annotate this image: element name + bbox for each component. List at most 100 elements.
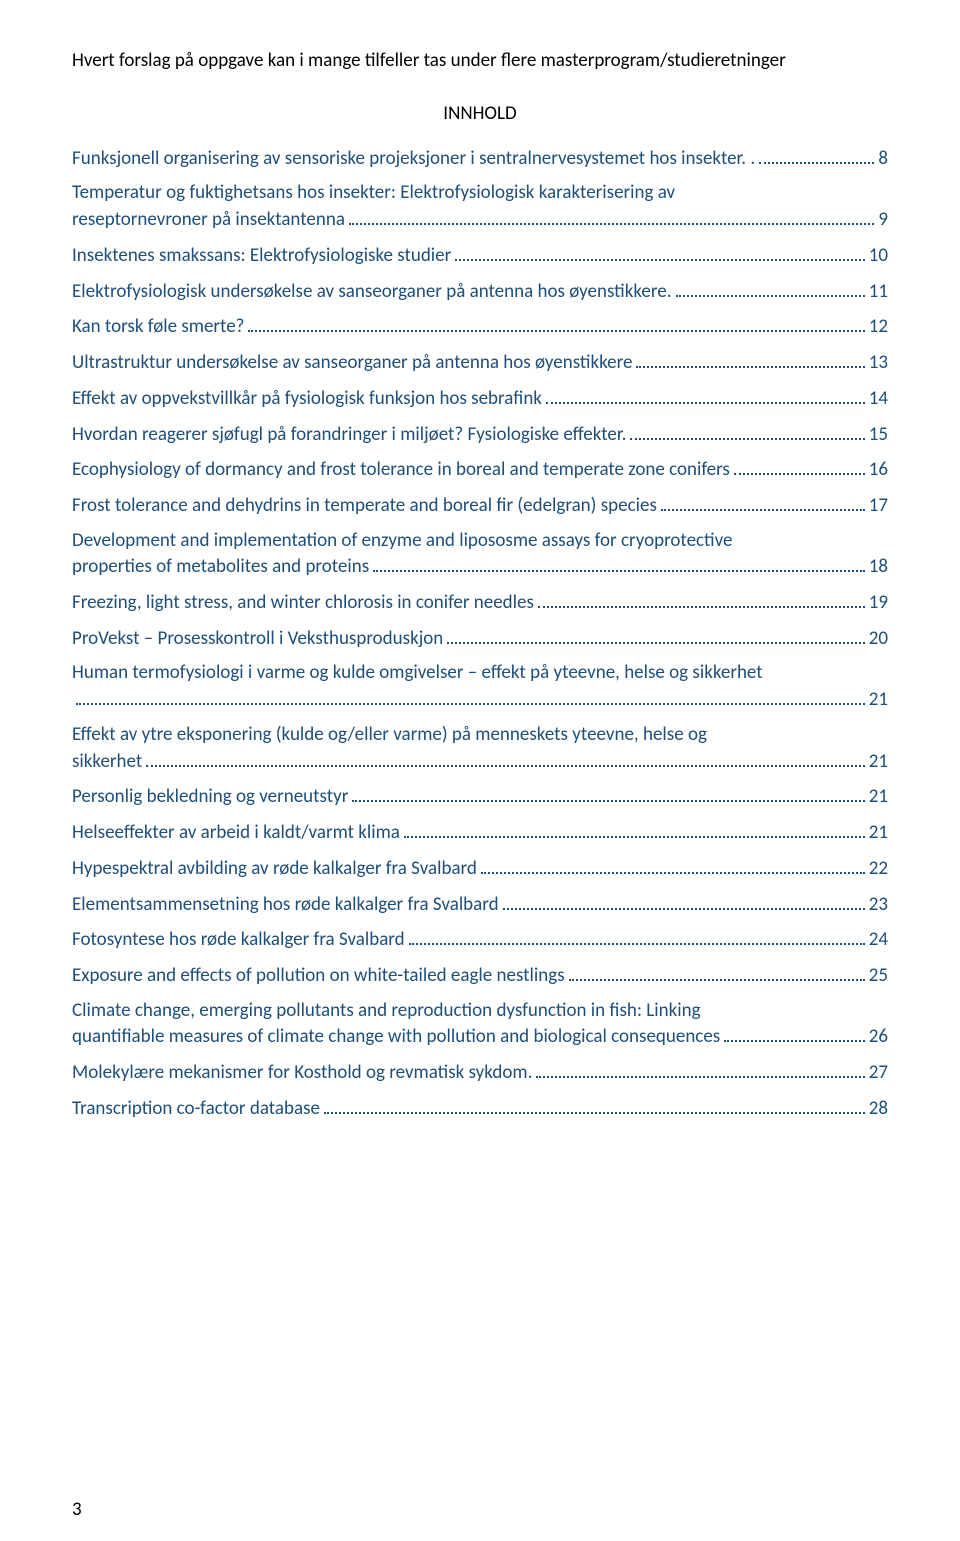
toc-entry-text: Hvordan reagerer sjøfugl på forandringer… — [72, 422, 626, 448]
toc-leader-dots — [76, 686, 865, 705]
toc-entry-page: 21 — [869, 820, 888, 846]
toc-entry-page: 19 — [869, 590, 888, 616]
toc-entry-page: 21 — [869, 784, 888, 810]
toc-entry-page: 20 — [869, 626, 888, 652]
toc-entry[interactable]: Molekylære mekanismer for Kosthold og re… — [72, 1059, 888, 1086]
toc-entry-text: Funksjonell organisering av sensoriske p… — [72, 146, 755, 172]
toc-entry-text: Insektenes smakssans: Elektrofysiologisk… — [72, 243, 451, 269]
toc-entry-text: Climate change, emerging pollutants and … — [72, 998, 888, 1024]
toc-leader-dots — [569, 962, 865, 981]
toc-entry-page: 13 — [869, 350, 888, 376]
toc-entry-page: 10 — [869, 243, 888, 269]
toc-leader-dots — [536, 1059, 864, 1078]
toc-entry[interactable]: Fotosyntese hos røde kalkalger fra Svalb… — [72, 926, 888, 953]
toc-entry-page: 21 — [869, 687, 888, 713]
toc-entry-text: reseptornevroner på insektantenna — [72, 207, 345, 233]
toc-entry-text: Frost tolerance and dehydrins in tempera… — [72, 493, 657, 519]
toc-entry[interactable]: Hvordan reagerer sjøfugl på forandringer… — [72, 420, 888, 447]
toc-entry-page: 21 — [869, 749, 888, 775]
toc-leader-dots — [404, 819, 865, 838]
toc-leader-dots — [759, 145, 874, 164]
toc-entry-text: Molekylære mekanismer for Kosthold og re… — [72, 1060, 532, 1086]
toc-leader-dots — [724, 1023, 865, 1042]
toc-entry-text: Ecophysiology of dormancy and frost tole… — [72, 457, 730, 483]
toc-entry-page: 12 — [869, 314, 888, 340]
toc-entry-text: Hypespektral avbilding av røde kalkalger… — [72, 856, 477, 882]
toc-leader-dots — [248, 313, 864, 332]
toc-leader-dots — [349, 206, 874, 225]
toc-entry-text: Elementsammensetning hos røde kalkalger … — [72, 892, 499, 918]
toc-entry[interactable]: Hypespektral avbilding av røde kalkalger… — [72, 855, 888, 882]
toc-leader-dots — [734, 456, 865, 475]
toc-entry-text: sikkerhet — [72, 749, 142, 775]
toc-entry-text: quantifiable measures of climate change … — [72, 1024, 720, 1050]
toc-entry-page: 22 — [869, 856, 888, 882]
toc-entry[interactable]: Frost tolerance and dehydrins in tempera… — [72, 492, 888, 519]
toc-entry-page: 8 — [878, 146, 888, 172]
toc-entry-page: 28 — [869, 1096, 888, 1122]
toc-entry-text: Effekt av oppvekstvillkår på fysiologisk… — [72, 386, 542, 412]
toc-entry[interactable]: Insektenes smakssans: Elektrofysiologisk… — [72, 242, 888, 269]
toc-entry[interactable]: Temperatur og fuktighetsans hos insekter… — [72, 180, 888, 232]
toc-leader-dots — [324, 1095, 865, 1114]
toc-entry[interactable]: Elektrofysiologisk undersøkelse av sanse… — [72, 277, 888, 304]
toc-entry-text: Kan torsk føle smerte? — [72, 314, 244, 340]
toc-entry[interactable]: Transcription co-factor database 28 — [72, 1095, 888, 1122]
toc-entry-page: 23 — [869, 892, 888, 918]
toc-entry-page: 18 — [869, 554, 888, 580]
toc-leader-dots — [352, 783, 864, 802]
toc-entry-text: Fotosyntese hos røde kalkalger fra Svalb… — [72, 927, 405, 953]
toc-entry-text: Development and implementation of enzyme… — [72, 528, 888, 554]
toc-entry-page: 25 — [869, 963, 888, 989]
toc-leader-dots — [503, 890, 865, 909]
document-page: Hvert forslag på oppgave kan i mange til… — [0, 0, 960, 1178]
toc-entry[interactable]: Kan torsk føle smerte? 12 — [72, 313, 888, 340]
toc-leader-dots — [455, 242, 864, 261]
toc-entry-page: 24 — [869, 927, 888, 953]
toc-entry-page: 9 — [878, 207, 888, 233]
toc-entry-text: Ultrastruktur undersøkelse av sanseorgan… — [72, 350, 632, 376]
toc-entry-page: 15 — [869, 422, 888, 448]
toc-leader-dots — [661, 492, 865, 511]
toc-leader-dots — [481, 855, 865, 874]
table-of-contents: Funksjonell organisering av sensoriske p… — [72, 145, 888, 1122]
toc-entry-text: ProVekst – Prosesskontroll i Veksthuspro… — [72, 626, 443, 652]
toc-entry-text: Human termofysiologi i varme og kulde om… — [72, 660, 888, 686]
toc-entry-page: 11 — [869, 279, 888, 305]
toc-entry[interactable]: Elementsammensetning hos røde kalkalger … — [72, 890, 888, 917]
toc-entry-text: Elektrofysiologisk undersøkelse av sanse… — [72, 279, 672, 305]
toc-entry-page: 17 — [869, 493, 888, 519]
toc-entry-text: Transcription co-factor database — [72, 1096, 320, 1122]
toc-entry-text: Freezing, light stress, and winter chlor… — [72, 590, 534, 616]
toc-leader-dots — [447, 625, 864, 644]
toc-entry[interactable]: Ultrastruktur undersøkelse av sanseorgan… — [72, 349, 888, 376]
toc-entry[interactable]: Exposure and effects of pollution on whi… — [72, 962, 888, 989]
toc-leader-dots — [546, 385, 865, 404]
toc-leader-dots — [538, 589, 865, 608]
toc-entry[interactable]: Ecophysiology of dormancy and frost tole… — [72, 456, 888, 483]
toc-entry[interactable]: Freezing, light stress, and winter chlor… — [72, 589, 888, 616]
toc-entry-page: 14 — [869, 386, 888, 412]
toc-entry-text: properties of metabolites and proteins — [72, 554, 369, 580]
toc-entry[interactable]: Funksjonell organisering av sensoriske p… — [72, 145, 888, 172]
toc-leader-dots — [409, 926, 865, 945]
toc-entry[interactable]: Development and implementation of enzyme… — [72, 528, 888, 580]
page-number: 3 — [72, 1498, 82, 1521]
toc-entry[interactable]: Effekt av oppvekstvillkår på fysiologisk… — [72, 385, 888, 412]
intro-paragraph: Hvert forslag på oppgave kan i mange til… — [72, 48, 888, 74]
toc-entry-text: Effekt av ytre eksponering (kulde og/ell… — [72, 722, 888, 748]
toc-entry-page: 16 — [869, 457, 888, 483]
toc-entry[interactable]: Climate change, emerging pollutants and … — [72, 998, 888, 1050]
toc-entry-text: Personlig bekledning og verneutstyr — [72, 784, 348, 810]
toc-entry[interactable]: Human termofysiologi i varme og kulde om… — [72, 660, 888, 712]
toc-leader-dots — [630, 420, 864, 439]
toc-entry-page: 27 — [869, 1060, 888, 1086]
toc-leader-dots — [146, 747, 865, 766]
toc-entry[interactable]: Helseeffekter av arbeid i kaldt/varmt kl… — [72, 819, 888, 846]
toc-leader-dots — [676, 277, 865, 296]
toc-entry[interactable]: ProVekst – Prosesskontroll i Veksthuspro… — [72, 625, 888, 652]
toc-entry[interactable]: Personlig bekledning og verneutstyr 21 — [72, 783, 888, 810]
toc-entry[interactable]: Effekt av ytre eksponering (kulde og/ell… — [72, 722, 888, 774]
toc-heading: INNHOLD — [72, 102, 888, 125]
toc-leader-dots — [373, 553, 865, 572]
